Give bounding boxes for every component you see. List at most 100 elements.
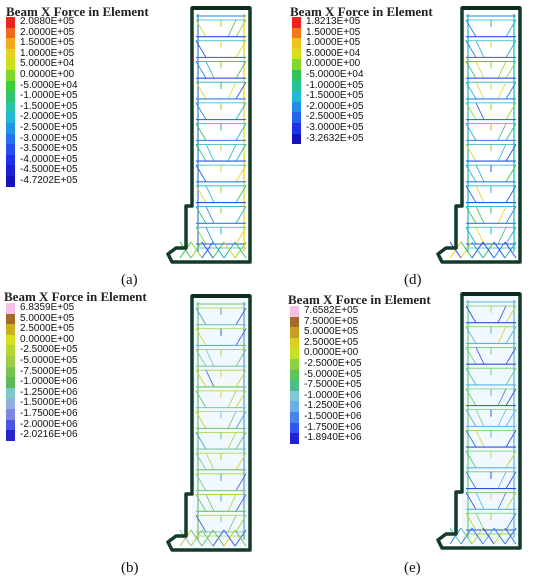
legend-label: -5.0000E+05 <box>20 354 78 366</box>
legend-label: -1.0000E+06 <box>20 376 78 388</box>
legend-swatch <box>290 422 299 434</box>
legend-title: Beam X Force in Element <box>290 4 433 19</box>
legend-swatch <box>6 334 15 346</box>
legend-swatch <box>292 17 301 28</box>
legend-swatch <box>290 390 299 402</box>
legend-entry: -5.0000E+04 <box>292 69 364 81</box>
color-legend: 6.8359E+05 5.0000E+05 2.5000E+05 0.0000E+00… <box>6 302 78 441</box>
legend-label: -2.5000E+05 <box>20 344 78 356</box>
legend-label: -1.7500E+06 <box>304 421 362 433</box>
color-legend: 2.0880E+05 2.0000E+05 1.5000E+05 1.0000E+05… <box>6 16 78 187</box>
legend-swatch <box>6 313 15 325</box>
legend-entry: 0.0000E+00 <box>6 68 78 81</box>
legend-entry: -1.0000E+06 <box>290 389 362 402</box>
legend-label: 6.8359E+05 <box>20 302 75 313</box>
legend-label: 2.5000E+05 <box>20 323 75 335</box>
legend-entry: 1.5000E+05 <box>292 27 364 39</box>
legend-entry: -4.0000E+05 <box>6 154 78 166</box>
legend-entry: -2.0216E+06 <box>6 430 78 441</box>
legend-swatch <box>290 316 299 328</box>
legend-entry: -1.5000E+06 <box>290 411 362 423</box>
legend-entry: 5.0000E+04 <box>6 59 78 70</box>
legend-swatch <box>6 303 15 314</box>
legend-entry: 0.0000E+00 <box>292 59 364 70</box>
legend-label: -1.5000E+05 <box>20 100 78 112</box>
legend-label: 1.0000E+05 <box>20 47 75 59</box>
legend-entry: 1.5000E+05 <box>6 38 78 49</box>
legend-swatch <box>290 337 299 349</box>
legend-label: 5.0000E+05 <box>304 326 359 338</box>
legend-entry: -1.5000E+05 <box>292 91 364 102</box>
legend-entry: -1.5000E+06 <box>6 398 78 409</box>
legend-entry: -2.5000E+05 <box>6 345 78 356</box>
legend-swatch <box>6 345 15 356</box>
legend-swatch <box>290 306 299 317</box>
legend-entry: -5.0000E+05 <box>6 354 78 367</box>
legend-swatch <box>6 122 15 134</box>
legend-swatch <box>6 377 15 388</box>
legend-entry: -2.0000E+05 <box>6 112 78 123</box>
legend-entry: 6.8359E+05 <box>6 302 78 314</box>
legend-swatch <box>6 165 15 176</box>
legend-swatch <box>6 133 15 145</box>
color-legend: 7.6582E+05 7.5000E+05 5.0000E+05 2.5000E+05… <box>290 305 362 444</box>
legend-label: 5.0000E+05 <box>20 312 75 324</box>
legend-swatch <box>6 27 15 39</box>
legend-entry: 5.0000E+05 <box>6 312 78 325</box>
legend-label: -1.8940E+06 <box>304 432 362 444</box>
legend-swatch <box>290 327 299 338</box>
legend-swatch <box>290 348 299 359</box>
legend-label: -2.5000E+05 <box>20 121 78 133</box>
legend-label: -4.5000E+05 <box>20 164 78 176</box>
legend-label: 0.0000E+00 <box>20 68 75 80</box>
legend-swatch <box>6 48 15 60</box>
legend-entry: 2.5000E+05 <box>6 324 78 335</box>
legend-label: -3.2632E+05 <box>306 132 364 144</box>
panel-caption: (a) <box>121 272 138 288</box>
legend-swatch <box>6 91 15 102</box>
legend-swatch <box>6 59 15 70</box>
legend-label: 2.0000E+05 <box>20 26 75 38</box>
legend-swatch <box>6 387 15 399</box>
legend-swatch <box>6 17 15 28</box>
panel-caption: (d) <box>404 272 422 288</box>
legend-entry: 2.0880E+05 <box>6 16 78 28</box>
legend-entry: -1.7500E+06 <box>290 421 362 434</box>
structure-model <box>432 4 528 273</box>
legend-entry: 2.5000E+05 <box>290 337 362 349</box>
legend-label: -1.0000E+06 <box>304 389 362 401</box>
legend-label: -1.2500E+06 <box>304 400 362 412</box>
legend-label: -2.0000E+05 <box>306 100 364 112</box>
legend-label: -3.5000E+05 <box>20 143 78 155</box>
legend-swatch <box>290 411 299 423</box>
legend-entry: -1.0000E+06 <box>6 377 78 388</box>
legend-label: -3.0000E+05 <box>306 121 364 133</box>
legend-swatch <box>290 380 299 391</box>
legend-entry: 7.5000E+05 <box>290 316 362 328</box>
legend-swatch <box>6 398 15 409</box>
legend-entry: -1.8940E+06 <box>290 433 362 444</box>
legend-label: -1.5000E+05 <box>306 90 364 102</box>
legend-swatch <box>6 419 15 431</box>
legend-swatch <box>292 80 301 92</box>
structure-model <box>432 290 528 559</box>
legend-swatch <box>292 122 301 134</box>
legend-label: -2.0216E+06 <box>20 429 78 441</box>
legend-entry: 1.0000E+05 <box>292 38 364 49</box>
legend-swatch <box>6 355 15 367</box>
legend-label: -7.5000E+05 <box>304 379 362 391</box>
legend-swatch <box>292 101 301 113</box>
legend-swatch <box>292 69 301 81</box>
legend-entry: -3.2632E+05 <box>292 132 364 145</box>
legend-entry: 2.0000E+05 <box>6 26 78 39</box>
legend-label: -2.5000E+05 <box>304 357 362 369</box>
legend-label: -3.0000E+05 <box>20 132 78 144</box>
legend-swatch <box>6 101 15 113</box>
legend-entry: -1.5000E+05 <box>6 100 78 113</box>
legend-label: 1.5000E+05 <box>20 37 75 49</box>
legend-entry: -3.0000E+05 <box>292 121 364 134</box>
legend-title: Beam X Force in Element <box>288 292 431 307</box>
legend-label: 0.0000E+00 <box>306 58 361 70</box>
legend-label: 0.0000E+00 <box>20 333 75 345</box>
color-legend: 1.8213E+05 1.5000E+05 1.0000E+05 5.0000E+04… <box>292 16 364 145</box>
